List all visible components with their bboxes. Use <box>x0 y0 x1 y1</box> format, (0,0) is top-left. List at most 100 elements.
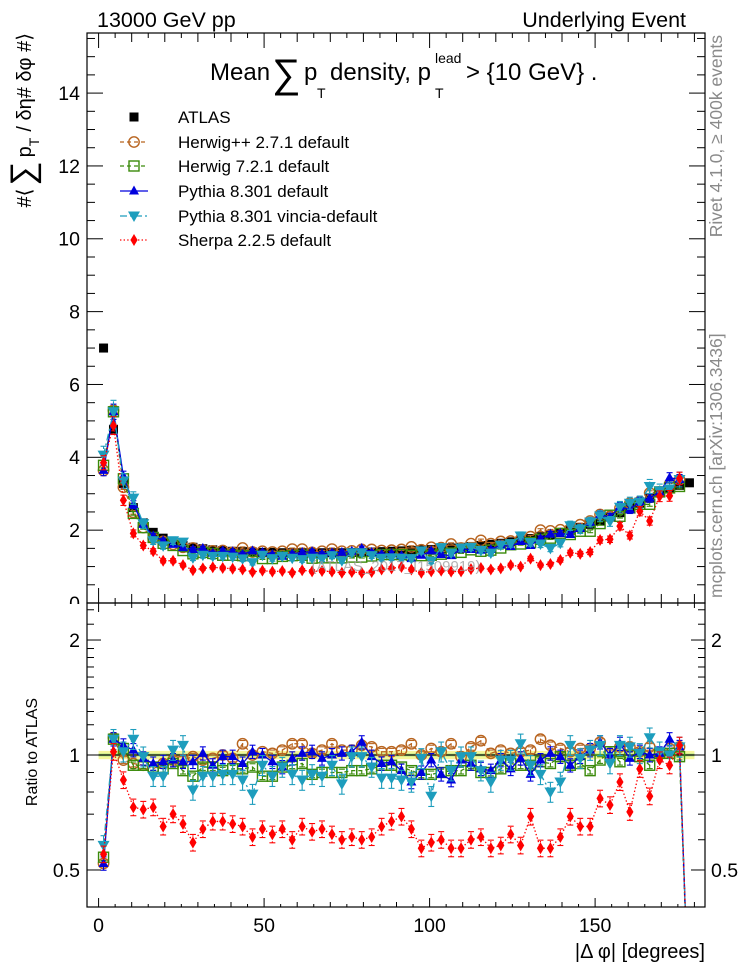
legend-label-sherpa: Sherpa 2.2.5 default <box>178 231 331 250</box>
main-sherpa-2-2-5-default-point <box>427 565 435 578</box>
legend-symbol-pythia-8-301-default <box>120 185 148 195</box>
main-pythia-8-301-vincia-default-point <box>127 493 140 505</box>
main-herwig-7-2-1-default-error-bar <box>616 514 623 519</box>
main-sherpa-2-2-5-default-point <box>457 565 465 578</box>
main-sherpa-2-2-5-default-point <box>238 563 247 576</box>
main-herwigpp-2-7-1-default-error-bar <box>477 538 484 543</box>
ratio-pythia-8-301-default-point <box>247 746 258 756</box>
ratio-herwigpp-2-7-1-default-error-bar <box>398 746 405 754</box>
ratio-plot-frame <box>86 602 706 908</box>
ratio-sherpa-2-2-5-default-point <box>199 823 207 836</box>
main-pythia-8-301-vincia-default-point <box>157 541 170 552</box>
ratio-pythia-8-301-vincia-default-error-bar <box>537 764 544 786</box>
ratio-pythia-8-301-vincia-default-point <box>574 753 587 765</box>
ratio-pad-background <box>0 604 746 972</box>
title-subscript-t: T <box>317 85 326 101</box>
main-pythia-8-301-default-point <box>565 529 576 539</box>
ratio-pythia-8-301-default-point <box>267 756 278 766</box>
ratio-axis-ticks <box>87 603 705 908</box>
ratio-pythia-8-301-vincia-default-error-bar <box>626 736 633 758</box>
ratio-pythia-8-301-vincia-default-point <box>157 771 170 783</box>
main-pythia-8-301-default-point <box>336 546 347 556</box>
main-y-axis-title: #⟨ ∑ pT / δη# δφ #⟩ <box>4 33 42 208</box>
ratio-pythia-8-301-vincia-default-error-bar <box>170 739 177 761</box>
ratio-pythia-8-301-vincia-default-error-bar <box>577 748 584 770</box>
main-sherpa-2-2-5-default-point <box>189 564 197 577</box>
main-sherpa-2-2-5-default-point <box>387 562 396 575</box>
ratio-herwigpp-2-7-1-default-error-bar <box>477 736 484 745</box>
main-sherpa-2-2-5-default-point <box>358 566 366 579</box>
ratio-y-tick-label-left: 1 <box>69 745 80 767</box>
main-pythia-8-301-vincia-default-point <box>514 531 527 542</box>
title-prefix: Mean <box>210 59 270 86</box>
main-pythia-8-301-vincia-default-point <box>415 546 428 557</box>
main-sherpa-2-2-5-default-point <box>636 505 644 518</box>
ratio-pythia-8-301-vincia-default-error-bar <box>328 755 335 777</box>
ratio-pythia-8-301-default-point <box>436 768 447 778</box>
main-pythia-8-301-vincia-default-point <box>464 542 477 554</box>
ratio-sherpa-2-2-5-default-point <box>546 842 555 855</box>
main-atlas-point <box>684 478 694 488</box>
title-sum-symbol: ∑ <box>272 52 301 96</box>
title-suffix: > {10 GeV} . <box>466 59 597 86</box>
title-superscript-lead: lead <box>435 50 461 66</box>
main-pythia-8-301-vincia-default-point <box>564 521 577 532</box>
main-sherpa-2-2-5-default-point <box>675 472 684 485</box>
ratio-pythia-8-301-vincia-default-error-bar <box>606 753 613 775</box>
legend-label-herwigpp: Herwig++ 2.7.1 default <box>178 133 349 152</box>
main-pythia-8-301-vincia-default-point <box>594 511 607 522</box>
ratio-pythia-8-301-default-point <box>317 752 328 762</box>
ratio-pythia-8-301-vincia-default-error-bar <box>587 739 594 761</box>
ratio-pythia-8-301-vincia-default-point <box>425 791 438 803</box>
ratio-pythia-8-301-vincia-default-point <box>236 775 249 787</box>
title-subscript-t-2: T <box>435 85 444 101</box>
main-sherpa-2-2-5-default-point <box>546 558 555 571</box>
ratio-pythia-8-301-vincia-default-error-bar <box>219 764 226 786</box>
main-herwig-7-2-1-default-error-bar <box>249 554 256 558</box>
main-pythia-8-301-vincia-default-point <box>643 481 656 493</box>
ratio-pythia-8-301-vincia-default-error-bar <box>199 765 206 788</box>
main-sherpa-2-2-5-default-point <box>328 565 336 578</box>
main-sherpa-2-2-5-default-point <box>288 566 296 579</box>
ratio-pythia-8-301-default-point <box>336 747 347 757</box>
main-sherpa-2-2-5-default-point <box>576 547 584 560</box>
main-pythia-8-301-vincia-default-point <box>216 551 229 563</box>
main-sherpa-2-2-5-default-point <box>139 539 147 552</box>
main-pythia-8-301-vincia-default-point <box>554 538 567 550</box>
main-pythia-8-301-vincia-default-point <box>584 517 597 529</box>
ratio-pythia-8-301-vincia-default-point <box>176 740 189 752</box>
ratio-pythia-8-301-vincia-default-error-bar <box>229 764 236 786</box>
plot-title: Mean ∑ p T density, p T lead > {10 GeV} … <box>210 50 597 101</box>
ratio-pythia-8-301-vincia-default-point <box>623 742 636 753</box>
ratio-sherpa-2-2-5-default-point <box>338 833 346 846</box>
ratio-pythia-8-301-vincia-default-error-bar <box>557 771 564 793</box>
ratio-pythia-8-301-vincia-default-point <box>405 777 418 788</box>
ratio-pythia-8-301-default-point <box>555 751 566 761</box>
ratio-sherpa-2-2-5-default-point <box>616 775 624 788</box>
ratio-herwig-7-2-1-default-error-bar <box>130 761 137 770</box>
main-herwigpp-2-7-1-default-error-bar <box>408 545 415 549</box>
ratio-pythia-8-301-vincia-default-error-bar <box>458 746 465 768</box>
ratio-sherpa-2-2-5-default-point <box>258 823 267 836</box>
ratio-herwigpp-2-7-1-default-point <box>475 734 487 747</box>
main-pythia-8-301-vincia-default-point <box>325 551 338 562</box>
main-sherpa-2-2-5-default-point <box>656 490 664 503</box>
main-pythia-8-301-default-point <box>426 545 437 555</box>
ratio-pythia-8-301-vincia-default-point <box>117 747 130 758</box>
ratio-pythia-8-301-vincia-default-point <box>335 779 348 790</box>
ratio-pythia-8-301-vincia-default-point <box>474 766 487 777</box>
ratio-herwig-7-2-1-default-error-bar <box>616 757 623 766</box>
ratio-pythia-8-301-vincia-default-point <box>455 752 468 763</box>
main-sherpa-2-2-5-default-point <box>169 554 177 567</box>
main-pythia-8-301-vincia-default-point <box>445 548 458 560</box>
ratio-series-sherpa-2-2-5-default <box>99 736 686 907</box>
ratio-herwigpp-2-7-1-default-error-bar <box>279 746 286 754</box>
main-pythia-8-301-vincia-default-point <box>544 543 557 555</box>
ratio-sherpa-2-2-5-default-point <box>159 820 167 833</box>
ratio-sherpa-2-2-5-default-point <box>169 808 177 821</box>
ratio-herwigpp-2-7-1-default-error-bar <box>428 744 435 753</box>
ratio-pythia-8-301-vincia-default-point <box>375 773 388 785</box>
ratio-pythia-8-301-vincia-default-error-bar <box>130 728 137 751</box>
ratio-pythia-8-301-vincia-default-error-bar <box>408 771 415 793</box>
